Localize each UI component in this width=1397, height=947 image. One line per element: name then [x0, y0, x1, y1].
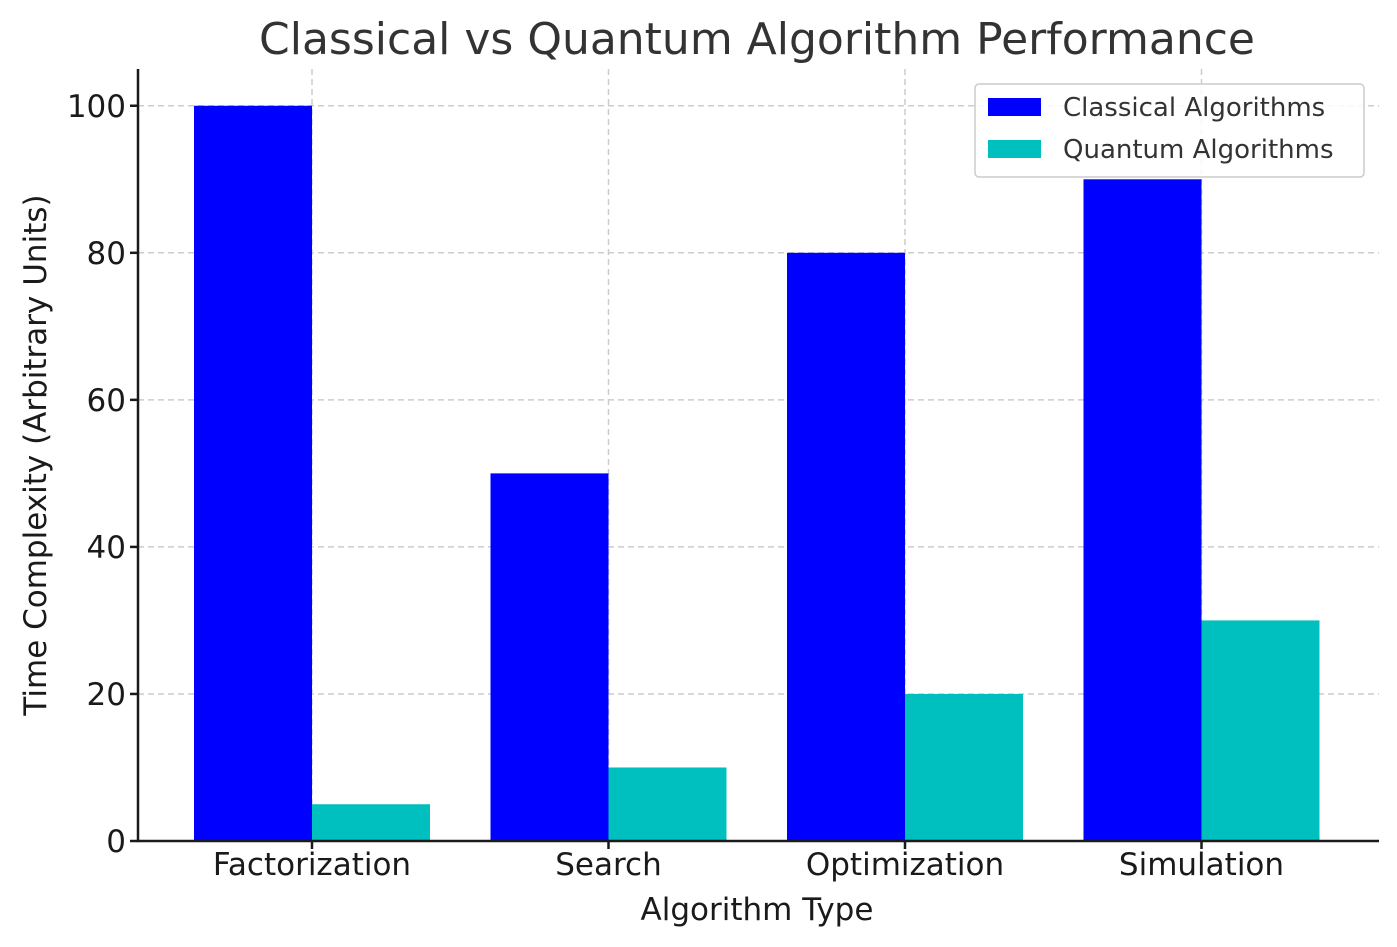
legend-label-classical: Classical Algorithms	[1063, 93, 1325, 123]
classical-bar-factorization	[194, 105, 312, 841]
y-axis-label: Time Complexity (Arbitrary Units)	[18, 194, 54, 716]
bars	[194, 105, 1320, 842]
y-tick-label: 0	[106, 824, 126, 860]
legend: Classical Algorithms Quantum Algorithms	[974, 83, 1365, 178]
quantum-bar-simulation	[1201, 620, 1320, 841]
x-tick-label-search: Search	[555, 847, 662, 883]
classical-bar-search	[490, 473, 609, 841]
legend-swatch-quantum	[988, 140, 1041, 158]
axes	[136, 69, 1379, 843]
y-tick-label: 100	[67, 89, 126, 125]
y-tick-label: 40	[87, 530, 126, 566]
x-tick-label-factorization: Factorization	[213, 847, 411, 883]
chart-title: Classical vs Quantum Algorithm Performan…	[259, 14, 1255, 65]
legend-box	[974, 83, 1365, 178]
quantum-bar-search	[608, 767, 727, 841]
quantum-bar-optimization	[905, 693, 1023, 841]
x-ticks: Factorization Search Optimization Simulatio…	[213, 841, 1284, 883]
x-tick-label-optimization: Optimization	[806, 847, 1004, 883]
y-tick-label: 60	[87, 383, 126, 419]
x-tick-label-simulation: Simulation	[1119, 847, 1284, 883]
legend-swatch-classical	[988, 98, 1041, 116]
x-axis-label: Algorithm Type	[641, 892, 874, 928]
legend-label-quantum: Quantum Algorithms	[1063, 135, 1334, 165]
quantum-bar-factorization	[312, 804, 430, 841]
classical-bar-optimization	[787, 252, 905, 842]
y-tick-label: 20	[87, 677, 126, 713]
y-tick-label: 80	[87, 236, 126, 272]
y-ticks: 0 20 40 60 80 100	[67, 89, 138, 860]
classical-bar-simulation	[1083, 179, 1202, 842]
